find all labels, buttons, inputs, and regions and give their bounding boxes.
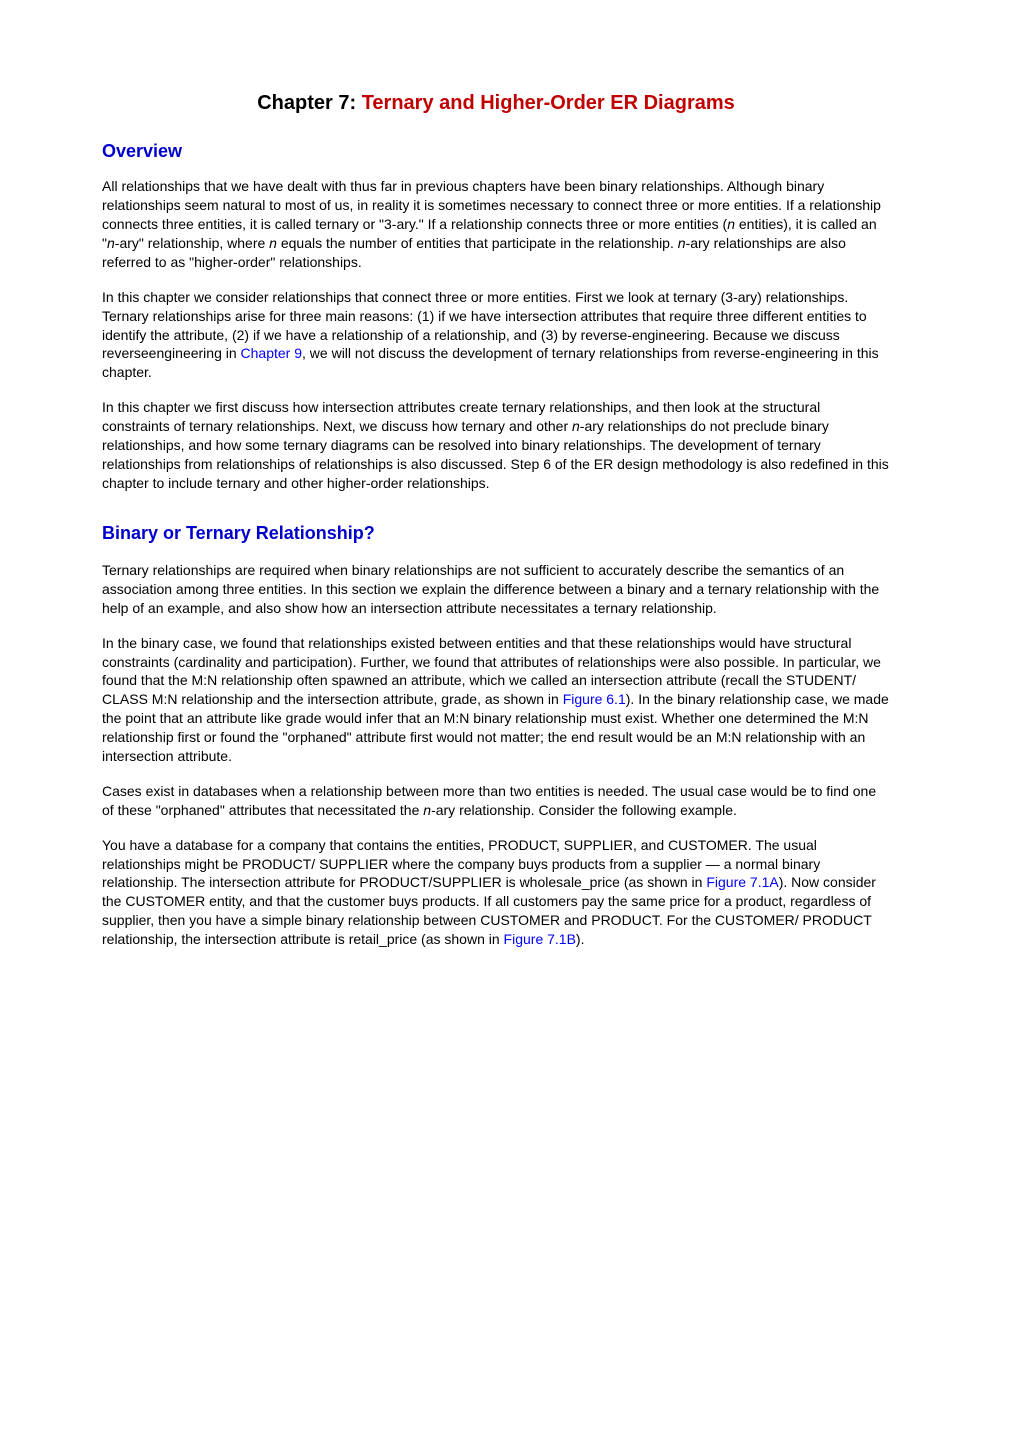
chapter-prefix: Chapter 7: [257, 92, 361, 114]
section2-paragraph-1: Ternary relationships are required when … [102, 561, 890, 618]
italic-n: n [423, 802, 431, 818]
italic-n: n [678, 235, 686, 251]
figure-6-1-link[interactable]: Figure 6.1 [563, 691, 626, 707]
text: ). [576, 931, 585, 947]
text: equals the number of entities that parti… [277, 235, 678, 251]
section2-paragraph-3: Cases exist in databases when a relation… [102, 782, 890, 820]
chapter-title: Chapter 7: Ternary and Higher-Order ER D… [102, 90, 890, 117]
italic-n: n [727, 216, 735, 232]
figure-7-1a-link[interactable]: Figure 7.1A [706, 874, 778, 890]
section2-paragraph-2: In the binary case, we found that relati… [102, 634, 890, 766]
text: -ary" relationship, where [115, 235, 269, 251]
text: -ary relationship. Consider the followin… [431, 802, 737, 818]
italic-n: n [269, 235, 277, 251]
binary-ternary-heading: Binary or Ternary Relationship? [102, 521, 890, 545]
overview-paragraph-1: All relationships that we have dealt wit… [102, 177, 890, 271]
section2-paragraph-4: You have a database for a company that c… [102, 836, 890, 949]
overview-paragraph-2: In this chapter we consider relationship… [102, 288, 890, 382]
chapter-main-title: Ternary and Higher-Order ER Diagrams [362, 92, 735, 114]
italic-n: n [572, 418, 580, 434]
overview-heading: Overview [102, 139, 890, 163]
figure-7-1b-link[interactable]: Figure 7.1B [504, 931, 576, 947]
chapter-9-link[interactable]: Chapter 9 [241, 345, 302, 361]
overview-paragraph-3: In this chapter we first discuss how int… [102, 398, 890, 492]
italic-n: n [107, 235, 115, 251]
